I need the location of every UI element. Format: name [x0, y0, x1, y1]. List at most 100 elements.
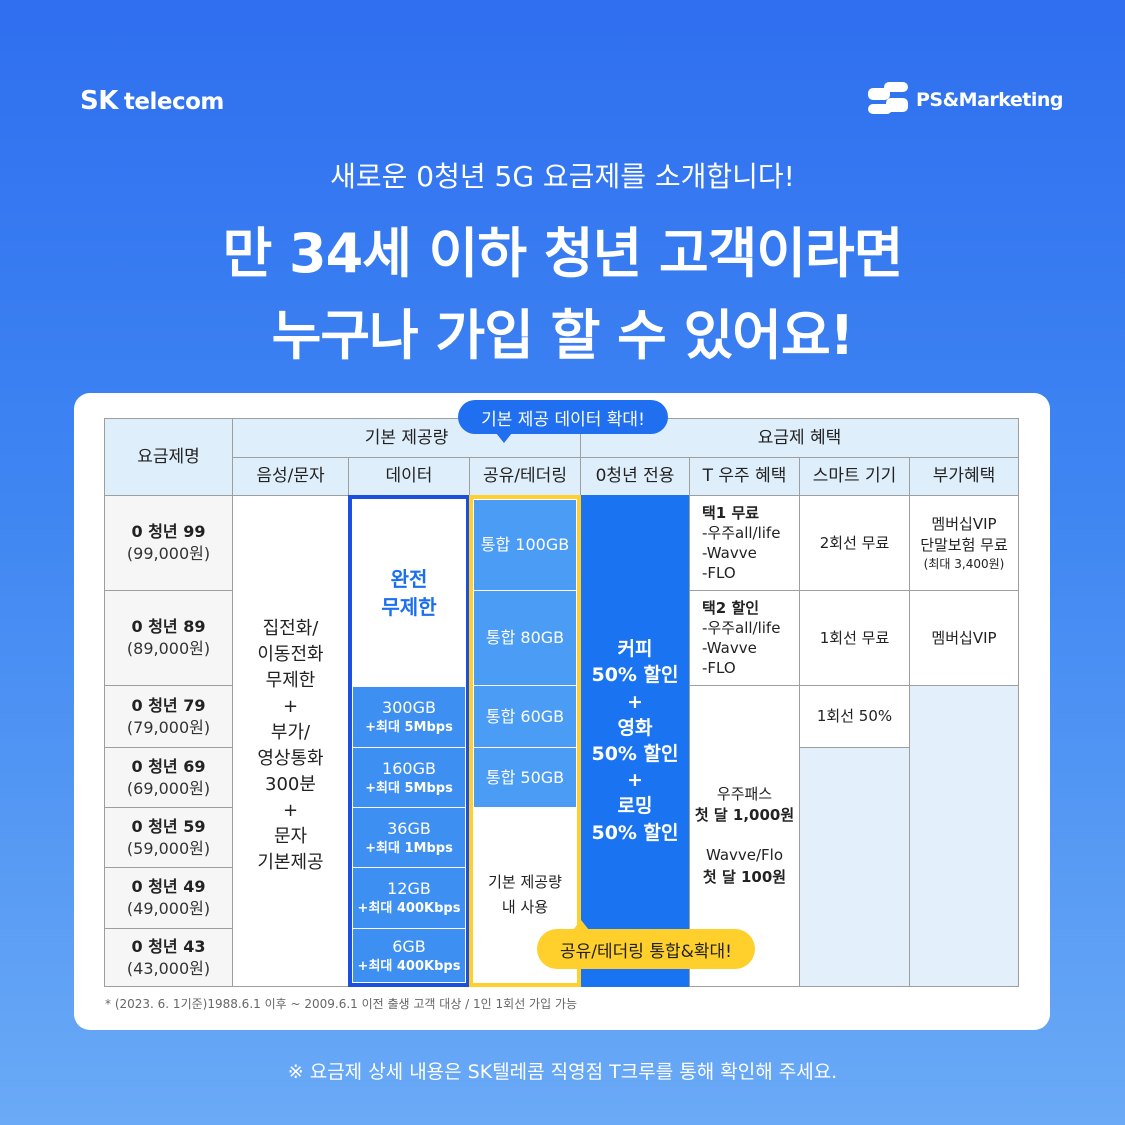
plan-name: 0 청년 69 — [131, 756, 206, 776]
plan-price: (43,000원) — [126, 958, 211, 978]
t-universe-line: 첫 달 100원 — [702, 867, 787, 886]
data-row-59: 36GB +최대 1Mbps — [352, 807, 466, 868]
youth-line: 50% 할인 — [591, 664, 679, 687]
youth-line: 영화 — [617, 716, 653, 739]
data-amount: 12GB — [387, 879, 431, 899]
plan-row-99: 0 청년 99 (99,000원) — [104, 495, 233, 591]
header-t-universe: T 우주 혜택 — [689, 457, 800, 496]
plan-price: (59,000원) — [126, 838, 211, 858]
voice-cell: 집전화/ 이동전화 무제한 + 부가/ 영상통화 300분 + 문자 기본제공 — [232, 495, 349, 987]
bottom-note: ※ 요금제 상세 내용은 SK텔레콤 직영점 T크루를 통해 확인해 주세요. — [287, 1061, 838, 1083]
voice-line: + — [282, 695, 299, 717]
data-expand-bubble: 기본 제공 데이터 확대! — [458, 400, 668, 443]
youth-line: + — [627, 690, 643, 713]
data-row-43: 6GB +최대 400Kbps — [352, 928, 466, 983]
t-universe-line: 첫 달 1,000원 — [694, 806, 795, 825]
share-row-69: 통합 50GB — [473, 747, 577, 808]
subtitle: 새로운 0청년 5G 요금제를 소개합니다! — [330, 160, 795, 193]
plan-name: 0 청년 59 — [131, 816, 206, 836]
data-amount: 36GB — [387, 818, 431, 838]
data-speed: +최대 400Kbps — [357, 901, 461, 917]
plan-row-59: 0 청년 59 (59,000원) — [104, 807, 233, 868]
plan-name: 0 청년 89 — [131, 617, 206, 637]
t-universe-99: 택1 무료 -우주all/life -Wavve -FLO — [689, 495, 800, 591]
header-smart-device: 스마트 기기 — [799, 457, 910, 496]
voice-line: 문자 — [273, 826, 308, 848]
share-basic-line: 기본 제공량 — [488, 872, 562, 891]
data-unlimited: 완전 무제한 — [352, 499, 466, 687]
smart-89: 1회선 무료 — [799, 590, 910, 686]
data-speed: +최대 5Mbps — [365, 720, 453, 736]
plan-row-69: 0 청년 69 (69,000원) — [104, 747, 233, 808]
header-benefits: 요금제 혜택 — [580, 418, 1019, 458]
data-row-69: 160GB +최대 5Mbps — [352, 747, 466, 808]
plan-name: 0 청년 99 — [131, 522, 206, 542]
extra-89: 멤버십VIP — [909, 590, 1019, 686]
data-row-49: 12GB +최대 400Kbps — [352, 867, 466, 929]
t-universe-title: 택2 할인 — [702, 598, 760, 617]
plan-price: (79,000원) — [126, 717, 211, 737]
extra-empty — [909, 685, 1019, 987]
voice-line: 영상통화 — [257, 748, 324, 769]
ps-marketing-logo: PS&Marketing — [868, 82, 1064, 118]
t-universe-item: -FLO — [702, 659, 736, 678]
headline: 만 34세 이하 청년 고객이라면 누구나 가입 할 수 있어요! — [0, 213, 1125, 377]
voice-line: 무제한 — [265, 669, 316, 691]
plan-row-89: 0 청년 89 (89,000원) — [104, 590, 233, 686]
data-speed: +최대 1Mbps — [365, 840, 453, 856]
voice-line: 부가/ — [270, 721, 311, 743]
youth-line: 로밍 — [617, 795, 653, 818]
data-speed: +최대 5Mbps — [365, 780, 453, 796]
extra-line: 단말보험 무료 — [920, 535, 1008, 554]
t-universe-line: Wavve/Flo — [705, 846, 784, 864]
voice-line: 300분 — [265, 774, 316, 796]
plan-row-49: 0 청년 49 (49,000원) — [104, 867, 233, 929]
header-youth-only: 0청년 전용 — [580, 457, 690, 496]
header-data: 데이터 — [348, 457, 470, 496]
plan-name: 0 청년 43 — [131, 936, 206, 956]
t-universe-item: -우주all/life — [702, 618, 781, 637]
extra-line: (최대 3,400원) — [923, 556, 1005, 571]
plan-row-43: 0 청년 43 (43,000원) — [104, 928, 233, 987]
extra-99: 멤버십VIP 단말보험 무료 (최대 3,400원) — [909, 495, 1019, 591]
voice-line: + — [282, 800, 299, 822]
voice-line: 집전화/ — [262, 617, 319, 639]
t-universe-item: -우주all/life — [702, 523, 781, 542]
share-expand-bubble: 공유/테더링 통합&확대! — [537, 920, 755, 969]
plan-row-79: 0 청년 79 (79,000원) — [104, 685, 233, 748]
voice-line: 이동전화 — [257, 643, 324, 665]
smart-empty — [799, 747, 910, 987]
share-row-79: 통합 60GB — [473, 685, 577, 748]
plan-name: 0 청년 49 — [131, 877, 206, 897]
youth-only-benefits: 커피 50% 할인 + 영화 50% 할인 + 로밍 50% 할인 — [580, 495, 690, 987]
voice-line: 기본제공 — [257, 852, 324, 874]
plan-price: (89,000원) — [126, 639, 211, 658]
ps-marketing-text: PS&Marketing — [916, 89, 1064, 111]
youth-line: + — [627, 769, 643, 792]
logo-telecom-text: telecom — [123, 89, 224, 115]
ps-marketing-mark-icon — [868, 82, 908, 118]
t-universe-89: 택2 할인 -우주all/life -Wavve -FLO — [689, 590, 800, 686]
share-basic: 기본 제공량 내 사용 — [473, 807, 577, 983]
extra-line: 멤버십VIP — [931, 514, 997, 533]
smart-99: 2회선 무료 — [799, 495, 910, 591]
data-amount: 160GB — [382, 758, 436, 778]
footnote: * (2023. 6. 1기준)1988.6.1 이후 ~ 2009.6.1 이… — [105, 997, 578, 1011]
plan-name: 0 청년 79 — [131, 695, 206, 715]
data-row-79: 300GB +최대 5Mbps — [352, 686, 466, 748]
share-row-89: 통합 80GB — [473, 590, 577, 686]
t-universe-line: 우주패스 — [716, 784, 773, 803]
header-plan-name: 요금제명 — [104, 418, 233, 496]
logo-sk-text: SK — [80, 86, 118, 116]
youth-line: 50% 할인 — [591, 821, 679, 844]
plan-price: (69,000원) — [126, 778, 211, 798]
headline-line-1: 만 34세 이하 청년 고객이라면 — [222, 222, 904, 285]
headline-line-2: 누구나 가입 할 수 있어요! — [271, 304, 855, 367]
data-unlimited-line: 무제한 — [381, 595, 437, 619]
header-voice: 음성/문자 — [232, 457, 349, 496]
t-universe-item: -Wavve — [702, 639, 757, 657]
data-amount: 300GB — [382, 698, 436, 718]
smart-79: 1회선 50% — [799, 685, 910, 748]
youth-line: 50% 할인 — [591, 743, 679, 765]
share-row-99: 통합 100GB — [473, 499, 577, 591]
